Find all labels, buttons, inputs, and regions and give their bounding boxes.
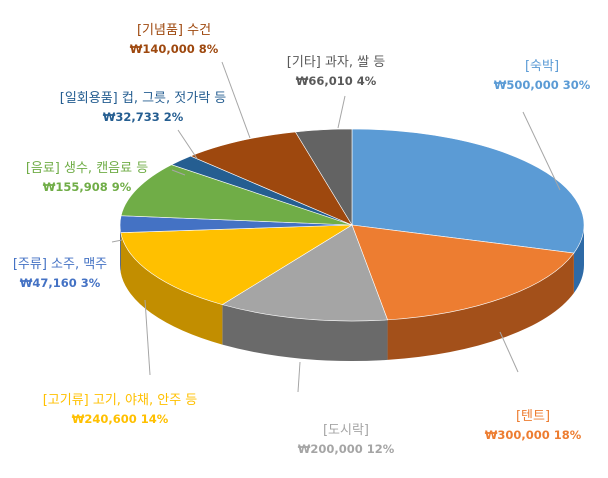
- leader-line-tent: [499, 331, 519, 373]
- slice-value: ₩66,010 4%: [295, 74, 377, 88]
- slice-name: [기념품] 수건: [136, 23, 212, 38]
- pie-slice-drinks: [120, 164, 353, 226]
- slice-value: ₩300,000 18%: [484, 428, 582, 442]
- leader-line-other: [337, 95, 346, 129]
- pie-slice-lunchbox: [221, 224, 388, 322]
- leader-line-souvenir: [221, 61, 251, 139]
- leader-line-lodging: [522, 111, 561, 191]
- slice-label-other: [기타] 과자, 쌀 등 ₩66,010 4%: [266, 54, 406, 90]
- leader-lines: [111, 61, 561, 393]
- leader-line-alcohol: [111, 239, 123, 243]
- pie-slice-other: [294, 128, 353, 227]
- pie-sides: [120, 225, 584, 362]
- slice-value: ₩155,908 9%: [42, 180, 132, 194]
- pie-slice-souvenir: [189, 131, 353, 226]
- pie-side-lunchbox: [222, 304, 388, 362]
- pie-slice-lodging: [351, 128, 585, 254]
- leader-line-drinks: [171, 169, 186, 176]
- slice-name: [일회용품] 컵, 그릇, 젓가락 등: [59, 91, 227, 106]
- slice-value: ₩200,000 12%: [297, 442, 395, 456]
- slice-value: ₩500,000 30%: [493, 78, 591, 92]
- pie-side-meat: [120, 232, 223, 345]
- slice-label-drinks: [음료] 생수, 캔음료 등 ₩155,908 9%: [2, 160, 172, 196]
- slice-label-lodging: [숙박] ₩500,000 30%: [482, 58, 602, 94]
- slice-label-lunchbox: [도시락] ₩200,000 12%: [286, 422, 406, 458]
- slice-label-disposables: [일회용품] 컵, 그릇, 젓가락 등 ₩32,733 2%: [28, 90, 258, 126]
- slice-label-alcohol: [주류] 소주, 맥주 ₩47,160 3%: [0, 256, 120, 292]
- slice-name: [음료] 생수, 캔음료 등: [25, 161, 149, 176]
- pie-top: [119, 128, 585, 322]
- pie-slice-tent: [351, 224, 575, 321]
- slice-value: ₩240,600 14%: [71, 412, 169, 426]
- pie-side-alcohol: [120, 225, 121, 273]
- leader-line-disposables: [177, 129, 199, 161]
- slice-value: ₩140,000 8%: [129, 42, 219, 56]
- slice-name: [고기류] 고기, 야채, 안주 등: [42, 393, 198, 408]
- slice-label-souvenir: [기념품] 수건 ₩140,000 8%: [114, 22, 234, 58]
- slice-name: [숙박]: [524, 59, 560, 74]
- slice-name: [기타] 과자, 쌀 등: [286, 55, 386, 70]
- slice-name: [텐트]: [515, 409, 551, 424]
- pie-side-lodging: [573, 225, 584, 294]
- leader-line-meat: [144, 299, 151, 376]
- slice-value: ₩32,733 2%: [102, 110, 184, 124]
- slice-name: [주류] 소주, 맥주: [12, 257, 108, 272]
- slice-value: ₩47,160 3%: [19, 276, 101, 290]
- slice-label-tent: [텐트] ₩300,000 18%: [468, 408, 598, 444]
- pie-side-tent: [387, 253, 574, 360]
- slice-label-meat: [고기류] 고기, 야채, 안주 등 ₩240,600 14%: [10, 392, 230, 428]
- pie-slice-meat: [120, 224, 354, 305]
- slice-name: [도시락]: [322, 423, 370, 438]
- leader-line-lunchbox: [297, 361, 301, 393]
